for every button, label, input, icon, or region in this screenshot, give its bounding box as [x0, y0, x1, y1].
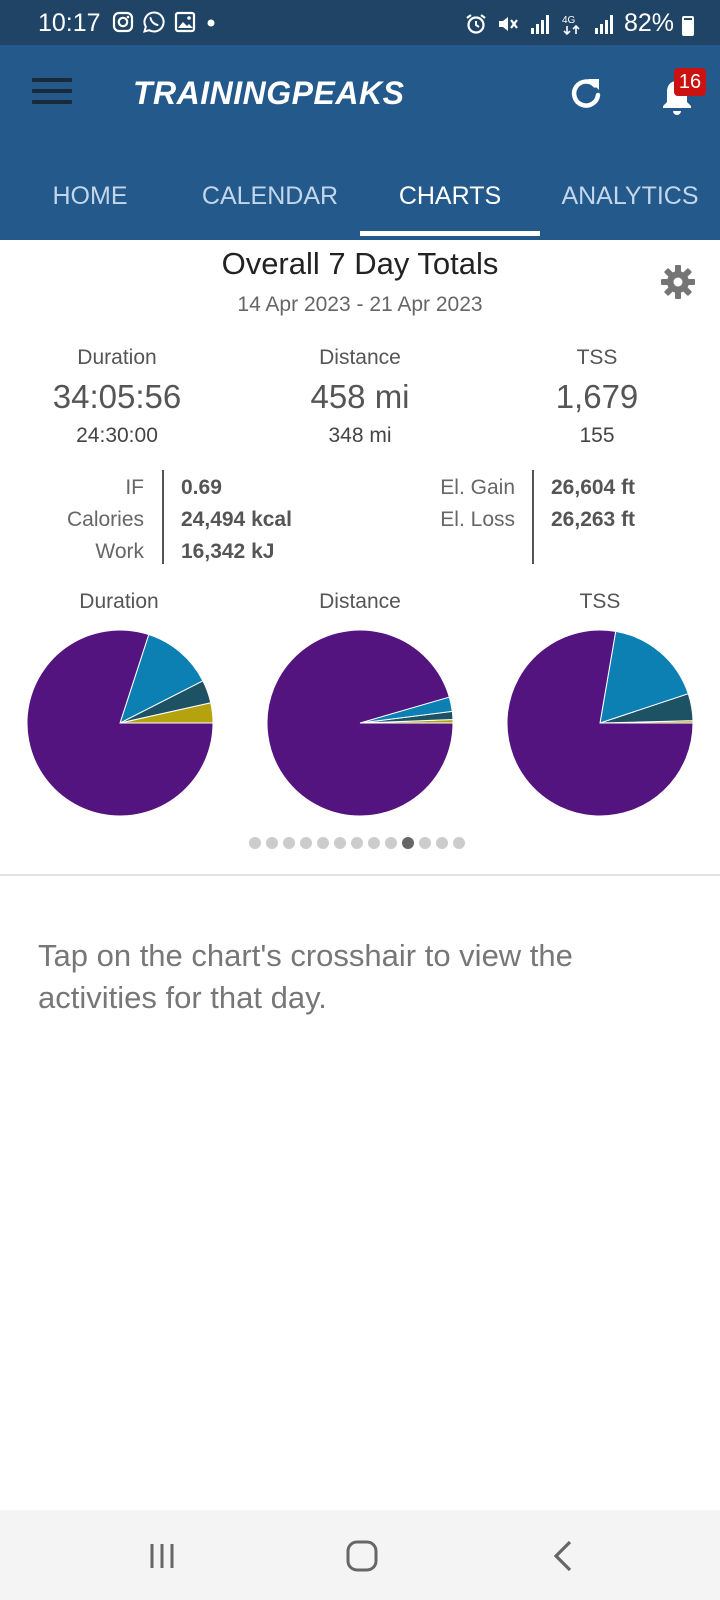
totals-date-range: 14 Apr 2023 - 21 Apr 2023	[237, 293, 483, 316]
signal-icon	[594, 14, 613, 34]
carousel-dot[interactable]	[283, 837, 295, 849]
carousel-dot[interactable]	[351, 837, 363, 849]
recent-apps-button[interactable]	[132, 1536, 192, 1576]
pie-slice[interactable]	[599, 630, 689, 724]
pie-slice[interactable]	[266, 629, 454, 817]
carousel-page-indicator	[249, 837, 465, 849]
active-tab-indicator	[360, 231, 540, 236]
pie-chart-duration[interactable]	[25, 628, 215, 818]
tab-analytics[interactable]: ANALYTICS	[561, 182, 699, 210]
whatsapp-icon	[143, 11, 165, 33]
carousel-dot[interactable]	[368, 837, 380, 849]
menu-button[interactable]	[32, 78, 72, 112]
left-stats-values: 0.69 24,494 kcal 16,342 kJ	[181, 472, 401, 568]
stat-value-calories: 24,494 kcal	[181, 508, 292, 531]
home-button[interactable]	[332, 1536, 392, 1576]
system-nav-bar	[0, 1510, 720, 1600]
stat-label-work: Work	[95, 540, 144, 563]
carousel-dot[interactable]	[453, 837, 465, 849]
totals-title: Overall 7 Day Totals	[221, 246, 499, 281]
dot-icon	[207, 19, 215, 27]
battery-percent: 82%	[623, 9, 674, 37]
status-right-icons: 4G 82%	[464, 9, 694, 38]
metric-planned: 155	[579, 424, 615, 447]
stat-value-work: 16,342 kJ	[181, 540, 275, 563]
metric-value: 34:05:56	[52, 378, 182, 415]
stat-label-el-loss: El. Loss	[440, 508, 515, 531]
app-bar: TRAININGPEAKS	[0, 45, 720, 240]
carousel-dot[interactable]	[436, 837, 448, 849]
right-stats-labels: El. Gain El. Loss	[395, 472, 515, 536]
left-stats-labels: IF Calories Work	[40, 472, 144, 568]
menu-icon	[32, 78, 72, 82]
instagram-icon	[112, 11, 134, 33]
pie-slice[interactable]	[26, 629, 214, 817]
pie-title-distance: Distance	[319, 590, 401, 613]
pie-chart-distance[interactable]	[265, 628, 455, 818]
refresh-icon	[571, 79, 601, 108]
notification-badge: 16	[674, 68, 706, 96]
metric-label: Duration	[77, 346, 157, 369]
app-logo: TRAININGPEAKS	[133, 75, 405, 111]
status-left-icons	[112, 10, 218, 34]
metric-label: TSS	[576, 346, 618, 369]
pie-chart-tss[interactable]	[505, 628, 695, 818]
carousel-dot[interactable]	[334, 837, 346, 849]
carousel-dot[interactable]	[385, 837, 397, 849]
stats-divider	[532, 470, 534, 564]
metric-tss: TSS 1,679 155	[497, 346, 697, 448]
stats-divider	[162, 470, 164, 564]
status-time: 10:17	[38, 9, 101, 37]
stat-value-if: 0.69	[181, 476, 222, 499]
status-bar: 10:17 4G 82%	[0, 0, 720, 45]
settings-gear-button[interactable]	[658, 262, 698, 302]
stat-label-calories: Calories	[66, 508, 144, 531]
carousel-dot[interactable]	[419, 837, 431, 849]
metric-duration: Duration 34:05:56 24:30:00	[17, 346, 217, 448]
stat-value-el-gain: 26,604 ft	[551, 476, 636, 499]
battery-icon	[682, 15, 694, 36]
metric-label: Distance	[319, 346, 401, 369]
metric-distance: Distance 458 mi 348 mi	[260, 346, 460, 448]
pie-slice[interactable]	[506, 629, 694, 817]
4g-icon: 4G	[562, 15, 580, 35]
tab-home[interactable]: HOME	[52, 182, 128, 210]
gallery-icon	[174, 11, 196, 33]
metric-planned: 24:30:00	[76, 424, 158, 447]
tab-calendar[interactable]: CALENDAR	[201, 182, 339, 210]
tab-charts[interactable]: CHARTS	[398, 182, 502, 210]
carousel-dot[interactable]	[402, 837, 414, 849]
tab-bar: HOME CALENDAR CHARTS ANALYTICS	[0, 150, 720, 240]
pie-slice[interactable]	[119, 633, 204, 724]
carousel-dot[interactable]	[249, 837, 261, 849]
section-divider	[0, 874, 720, 876]
right-stats-values: 26,604 ft 26,263 ft	[551, 472, 711, 536]
carousel-dot[interactable]	[317, 837, 329, 849]
pie-title-duration: Duration	[79, 590, 159, 613]
stat-value-el-loss: 26,263 ft	[551, 508, 636, 531]
refresh-button[interactable]	[566, 74, 606, 114]
svg-text:4G: 4G	[562, 15, 576, 26]
crosshair-hint: Tap on the chart's crosshair to view the…	[38, 938, 573, 1015]
stat-label-el-gain: El. Gain	[440, 476, 515, 499]
recent-apps-icon	[150, 1544, 174, 1568]
stat-label-if: IF	[125, 476, 144, 499]
back-button[interactable]	[534, 1536, 594, 1576]
back-icon	[553, 1540, 572, 1572]
mute-icon	[498, 16, 518, 31]
metric-value: 1,679	[555, 378, 639, 415]
signal-icon	[530, 14, 549, 34]
home-icon	[346, 1540, 378, 1572]
carousel-dot[interactable]	[300, 837, 312, 849]
pie-title-tss: TSS	[579, 590, 621, 613]
metric-planned: 348 mi	[328, 424, 392, 447]
metric-value: 458 mi	[310, 378, 410, 415]
carousel-dot[interactable]	[266, 837, 278, 849]
alarm-icon	[466, 13, 486, 34]
gear-icon	[661, 265, 695, 299]
